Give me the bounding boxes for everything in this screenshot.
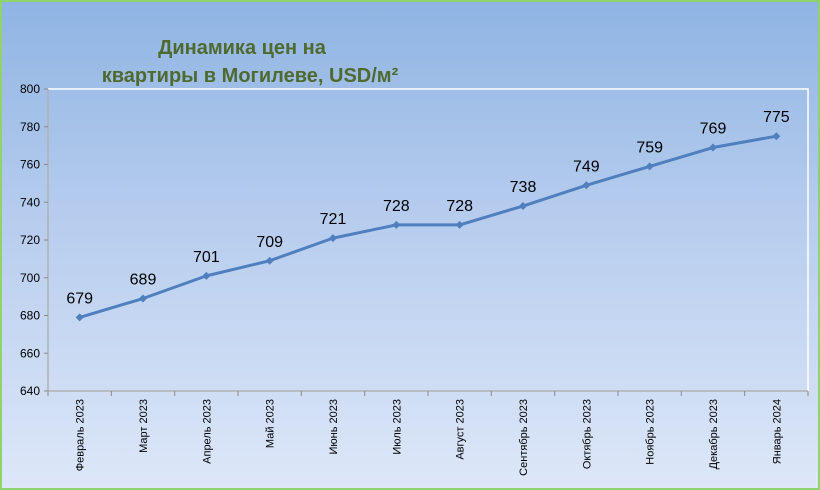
x-tick-label: Февраль 2023 (75, 399, 87, 471)
data-label: 721 (320, 211, 347, 228)
x-tick-label: Октябрь 2023 (581, 399, 593, 469)
data-point (392, 220, 401, 229)
data-label: 738 (510, 179, 537, 196)
data-label: 749 (573, 158, 600, 175)
x-tick-label: Ноябрь 2023 (645, 399, 657, 465)
x-tick-label: Май 2023 (265, 399, 277, 448)
y-tick-label: 780 (20, 120, 40, 134)
data-label: 769 (700, 121, 727, 138)
data-point (582, 181, 591, 190)
data-point (519, 202, 527, 211)
data-point (772, 132, 781, 141)
data-point (455, 220, 464, 229)
y-tick-label: 760 (20, 158, 40, 172)
data-point (139, 294, 147, 303)
data-point (709, 143, 717, 152)
data-label: 709 (256, 234, 283, 251)
data-label: 728 (446, 198, 473, 215)
data-point (329, 234, 337, 243)
data-label: 728 (383, 198, 410, 215)
y-tick-label: 640 (20, 384, 40, 398)
x-tick-label: Март 2023 (138, 399, 150, 453)
data-label: 701 (193, 249, 220, 266)
data-label: 679 (66, 290, 93, 307)
y-tick-label: 680 (20, 309, 40, 323)
y-tick-label: 660 (20, 346, 40, 360)
x-tick-label: Апрель 2023 (201, 399, 213, 464)
x-tick-label: Август 2023 (455, 399, 467, 460)
x-tick-label: Июль 2023 (391, 399, 403, 455)
series-line (79, 134, 777, 319)
plot-area (47, 88, 809, 392)
x-tick-label: Январь 2024 (771, 399, 783, 464)
data-point (75, 313, 84, 322)
data-point (265, 256, 274, 265)
x-tick-label: Сентябрь 2023 (518, 399, 530, 476)
data-label: 759 (636, 139, 663, 156)
x-tick-label: Декабрь 2023 (708, 399, 720, 469)
y-tick-label: 800 (20, 82, 40, 96)
data-point (202, 271, 211, 280)
y-tick-label: 720 (20, 233, 40, 247)
y-tick-label: 700 (20, 271, 40, 285)
y-tick-label: 740 (20, 195, 40, 209)
data-label: 689 (130, 272, 157, 289)
chart-title-line-1: Динамика цен на (158, 37, 327, 59)
data-label: 775 (763, 109, 790, 126)
x-tick-label: Июнь 2023 (328, 399, 340, 455)
data-point (645, 162, 654, 171)
chart-title-line-2: квартиры в Могилеве, USD/м² (102, 65, 399, 87)
